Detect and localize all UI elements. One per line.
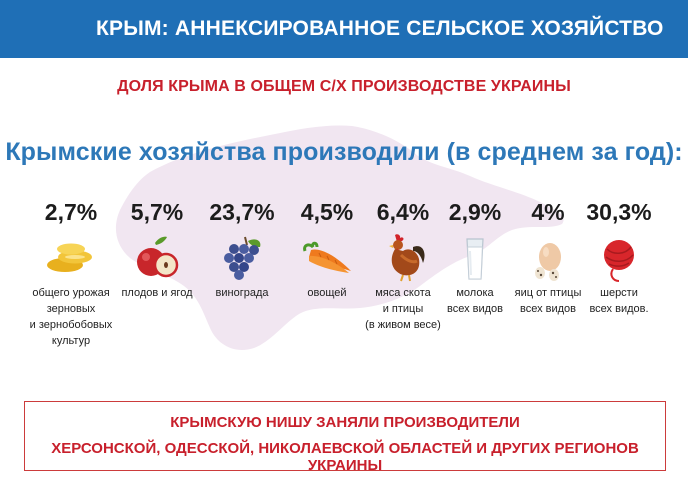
share-item-milk: 2,9% молока всех видов xyxy=(430,195,520,317)
rooster-icon xyxy=(389,234,425,282)
share-item-meat: 6,4% мяса скота и птицы (в живом весе) xyxy=(358,195,448,333)
conclusion-box: КРЫМСКУЮ НИШУ ЗАНЯЛИ ПРОИЗВОДИТЕЛИ ХЕРСО… xyxy=(24,401,666,474)
carrot-icon xyxy=(303,241,351,273)
milk-icon xyxy=(466,238,484,280)
share-label: мяса скота и птицы (в живом весе) xyxy=(365,287,441,331)
share-value: 2,9% xyxy=(448,199,502,225)
share-value: 30,3% xyxy=(586,199,652,225)
crimea-map-shape xyxy=(115,125,564,351)
eggs-icon xyxy=(535,243,561,281)
share-label: овощей xyxy=(307,287,347,299)
share-label: плодов и ягод xyxy=(121,287,193,299)
share-label: винограда xyxy=(215,287,269,299)
headline: Крымские хозяйства производили (в средне… xyxy=(5,138,683,166)
header-bar: КРЫМ: АННЕКСИРОВАННОЕ СЕЛЬСКОЕ ХОЗЯЙСТВО xyxy=(0,0,688,58)
page-title: КРЫМ: АННЕКСИРОВАННОЕ СЕЛЬСКОЕ ХОЗЯЙСТВО xyxy=(96,17,664,40)
share-item-vegetables: 4,5% овощей xyxy=(282,195,372,301)
share-label: яиц от птицы всех видов xyxy=(514,287,582,315)
share-value: 6,4% xyxy=(376,199,430,225)
share-label: общего урожая зерновых и зернобобовых ку… xyxy=(29,287,113,347)
share-value: 4% xyxy=(531,199,565,225)
conclusion-line-2: ХЕРСОНСКОЙ, ОДЕССКОЙ, НИКОЛАЕВСКОЙ ОБЛАС… xyxy=(51,440,639,474)
yarn-icon xyxy=(604,240,634,282)
share-item-fruits: 5,7% плодов и ягод xyxy=(112,195,202,301)
share-label: молока всех видов xyxy=(446,287,504,315)
grain-icon xyxy=(47,243,92,272)
apple-icon xyxy=(137,236,179,278)
share-value: 4,5% xyxy=(300,199,354,225)
share-items: 2,7% общего урожая зерновых и зернобобов… xyxy=(0,195,688,355)
grapes-icon xyxy=(224,236,261,280)
crimea-map-background xyxy=(115,125,564,351)
share-value: 23,7% xyxy=(209,199,275,225)
share-item-grapes: 23,7% винограда xyxy=(197,195,287,301)
share-value: 5,7% xyxy=(130,199,184,225)
share-item-eggs: 4% яиц от птицы всех видов xyxy=(503,195,593,317)
share-value: 2,7% xyxy=(44,199,98,225)
share-label: шерсти всех видов. xyxy=(589,287,649,315)
share-item-wool: 30,3% шерсти всех видов. xyxy=(574,195,664,317)
conclusion-line-1: КРЫМСКУЮ НИШУ ЗАНЯЛИ ПРОИЗВОДИТЕЛИ xyxy=(170,414,520,431)
share-item-grain: 2,7% общего урожая зерновых и зернобобов… xyxy=(26,195,116,349)
subtitle: ДОЛЯ КРЫМА В ОБЩЕМ С/Х ПРОИЗВОДСТВЕ УКРА… xyxy=(117,78,571,95)
